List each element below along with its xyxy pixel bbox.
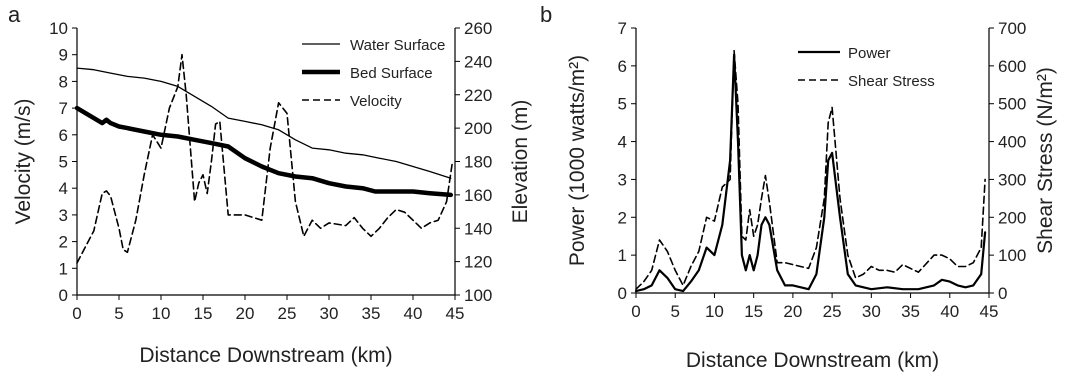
y-right-tick-label: 500	[998, 95, 1026, 114]
y-left-tick-label: 7	[618, 19, 627, 38]
x-tick-label: 40	[940, 302, 959, 321]
y-right-tick-label: 220	[464, 86, 492, 105]
y-right-tick-label: 100	[464, 286, 492, 305]
panel-label: b	[540, 2, 552, 27]
series-line-velocity	[76, 53, 454, 264]
series-line-water-surface	[76, 67, 452, 179]
y-left-tick-label: 3	[618, 170, 627, 189]
x-tick-label: 35	[901, 302, 920, 321]
x-tick-label: 15	[744, 302, 763, 321]
y-left-tick-label: 2	[618, 208, 627, 227]
y-right-axis-title: Shear Stress (N/m²)	[1034, 67, 1057, 254]
chart-panel-a: a0 5 10 15 20 25 30 35 40 45012345678910100120140…	[8, 2, 532, 367]
y-right-tick-label: 600	[998, 57, 1026, 76]
y-left-tick-label: 6	[618, 57, 627, 76]
y-left-tick-label: 1	[618, 246, 627, 265]
y-left-tick-label: 6	[59, 126, 68, 145]
y-left-tick-label: 4	[59, 179, 68, 198]
legend-label-shear-stress: Shear Stress	[848, 73, 935, 90]
y-left-tick-label: 0	[59, 286, 68, 305]
y-left-tick-label: 4	[618, 133, 627, 152]
y-right-tick-label: 160	[464, 186, 492, 205]
x-tick-label: 45	[980, 302, 999, 321]
panel-label: a	[8, 2, 21, 27]
y-right-axis-title: Elevation (m)	[509, 100, 532, 224]
y-left-tick-label: 10	[49, 19, 68, 38]
x-tick-label: 25	[278, 304, 297, 323]
y-left-axis-title: Power (1000 watts/m²)	[566, 55, 589, 266]
series-line-power	[634, 53, 987, 293]
y-left-tick-label: 5	[59, 153, 68, 172]
chart-panel-b: b0 5 10 15 20 25 30 35 40 45012345670100200300400…	[540, 2, 1057, 372]
y-right-tick-label: 400	[998, 133, 1026, 152]
y-right-tick-label: 300	[998, 170, 1026, 189]
x-axis-title: Distance Downstream (km)	[139, 344, 392, 367]
y-right-tick-label: 0	[998, 284, 1007, 303]
x-tick-label: 10	[152, 304, 171, 323]
x-axis-title: Distance Downstream (km)	[686, 349, 939, 372]
y-left-tick-label: 2	[59, 233, 68, 252]
series-line-shear-stress	[635, 49, 986, 291]
x-tick-label: 0	[631, 302, 640, 321]
y-left-axis-title: Velocity (m/s)	[12, 98, 35, 224]
y-right-tick-label: 700	[998, 19, 1026, 38]
y-left-tick-label: 3	[59, 206, 68, 225]
x-tick-label: 5	[670, 302, 679, 321]
legend-label-bed-surface: Bed Surface	[350, 65, 433, 82]
y-right-tick-label: 200	[998, 208, 1026, 227]
y-right-tick-label: 240	[464, 52, 492, 71]
y-left-tick-label: 5	[618, 95, 627, 114]
y-left-tick-label: 7	[59, 99, 68, 118]
y-left-tick-label: 9	[59, 46, 68, 65]
x-tick-label: 20	[236, 304, 255, 323]
y-left-tick-label: 8	[59, 72, 68, 91]
x-tick-label: 45	[446, 304, 465, 323]
x-tick-label: 30	[320, 304, 339, 323]
x-tick-label: 25	[823, 302, 842, 321]
y-right-tick-label: 260	[464, 19, 492, 38]
x-tick-label: 30	[862, 302, 881, 321]
x-tick-label: 20	[783, 302, 802, 321]
x-tick-label: 40	[404, 304, 423, 323]
legend-label-power: Power	[848, 45, 891, 62]
y-right-tick-label: 140	[464, 219, 492, 238]
y-left-tick-label: 0	[618, 284, 627, 303]
x-tick-label: 35	[362, 304, 381, 323]
y-right-tick-label: 200	[464, 119, 492, 138]
x-tick-label: 0	[72, 304, 81, 323]
y-right-tick-label: 180	[464, 153, 492, 172]
x-tick-label: 15	[194, 304, 213, 323]
x-tick-label: 5	[114, 304, 123, 323]
legend-label-water-surface: Water Surface	[350, 37, 445, 54]
series-line-bed-surface	[74, 105, 454, 198]
legend-label-velocity: Velocity	[350, 93, 402, 110]
y-right-tick-label: 120	[464, 253, 492, 272]
y-right-tick-label: 100	[998, 246, 1026, 265]
x-tick-label: 10	[705, 302, 724, 321]
y-left-tick-label: 1	[59, 259, 68, 278]
